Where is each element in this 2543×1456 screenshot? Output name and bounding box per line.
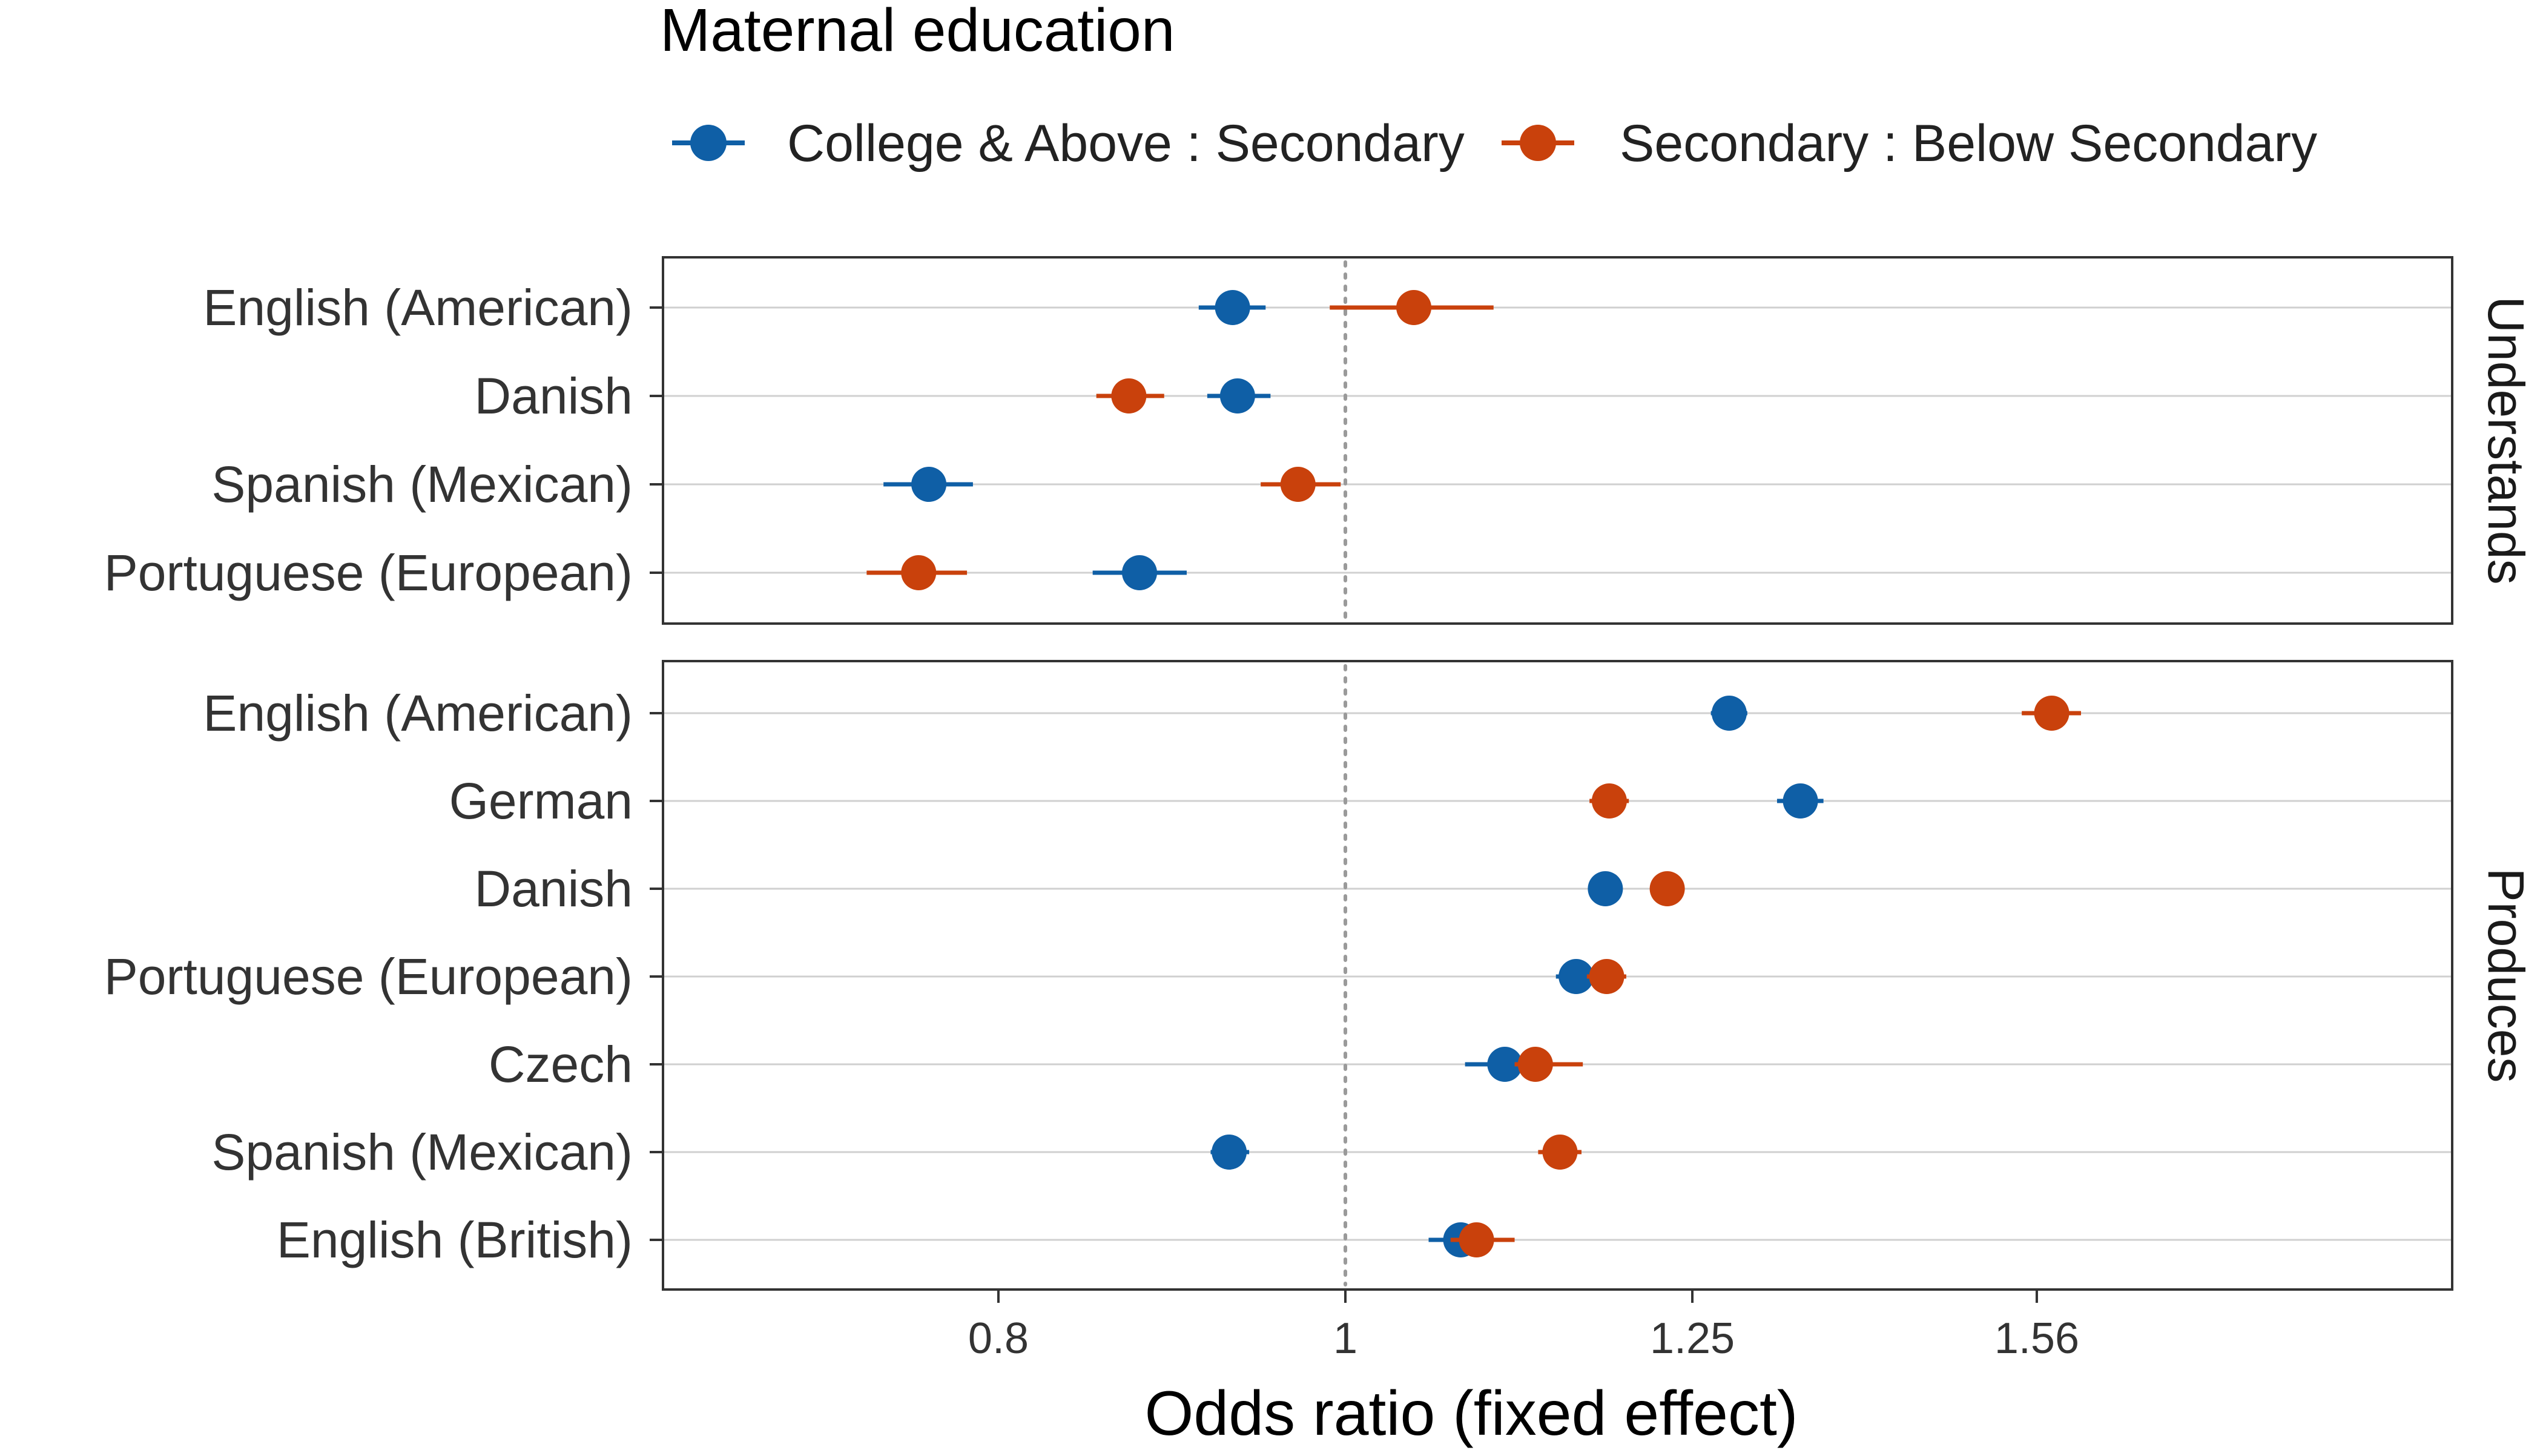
data-point: [1649, 871, 1685, 906]
y-tick-label: Portuguese (European): [104, 544, 633, 601]
data-point: [1711, 696, 1747, 731]
data-point: [1487, 1047, 1523, 1082]
data-point: [1212, 1135, 1247, 1170]
panel-frame: [662, 256, 2453, 625]
x-axis: 0.8 1 1.25 1.56: [968, 1290, 2079, 1363]
y-tick-label: Danish: [475, 860, 633, 917]
legend-label: College & Above : Secondary: [787, 114, 1465, 173]
data-point: [1111, 378, 1147, 413]
data-point: [1280, 467, 1316, 502]
row-1: English (American): [203, 279, 1494, 336]
data-point: [1459, 1222, 1494, 1257]
data-point: [911, 467, 947, 502]
x-tick-label: 1.56: [1994, 1314, 2079, 1363]
y-tick-label: Czech: [489, 1036, 633, 1093]
row-3: Spanish (Mexican): [211, 456, 1341, 513]
legend-item-1: College & Above : Secondary: [672, 114, 1465, 173]
y-tick-label: English (American): [203, 279, 633, 336]
y-tick-label: Spanish (Mexican): [211, 456, 633, 513]
legend-item-2: Secondary : Below Secondary: [1502, 114, 2317, 173]
x-tick-label: 0.8: [968, 1314, 1029, 1363]
row-6: Spanish (Mexican): [211, 1124, 1582, 1181]
row-2: Danish: [475, 367, 1271, 424]
strip-label: Produces: [2478, 868, 2535, 1083]
panel-frame: [662, 660, 2453, 1291]
data-point: [1591, 783, 1627, 819]
data-point: [1542, 1135, 1578, 1170]
y-tick-label: English (American): [203, 685, 633, 742]
y-tick-label: English (British): [277, 1211, 633, 1268]
row-4: Portuguese (European): [104, 544, 1187, 601]
data-point: [1517, 1047, 1553, 1082]
data-point: [1396, 290, 1432, 325]
x-tick-label: 1.25: [1650, 1314, 1735, 1363]
data-point: [2034, 696, 2070, 731]
y-tick-label: German: [449, 772, 633, 829]
data-point: [1215, 290, 1250, 325]
panel-understands: English (American) Danish Spanish (Mexican…: [104, 256, 2535, 625]
row-4: Portuguese (European): [104, 948, 1626, 1005]
x-tick-label: 1: [1333, 1314, 1357, 1363]
legend-label: Secondary : Below Secondary: [1620, 114, 2317, 173]
x-axis-title: Odds ratio (fixed effect): [1145, 1379, 1798, 1449]
row-5: Czech: [489, 1036, 1583, 1093]
data-point: [1588, 871, 1623, 906]
strip-label: Understands: [2478, 296, 2535, 584]
panel-produces: English (American) German Danish Portuguese…: [104, 660, 2535, 1291]
row-3: Danish: [475, 860, 1685, 917]
legend-title: Maternal education: [660, 0, 1175, 64]
legend: Maternal education College & Above : Sec…: [660, 0, 2317, 173]
data-point: [1589, 959, 1624, 994]
data-point: [901, 555, 937, 590]
y-tick-label: Danish: [475, 367, 633, 424]
row-2: German: [449, 772, 1824, 829]
y-tick-label: Spanish (Mexican): [211, 1124, 633, 1181]
data-point: [1558, 959, 1594, 994]
data-point: [1219, 378, 1255, 413]
row-1: English (American): [203, 685, 2081, 742]
data-point: [1783, 783, 1818, 819]
legend-key-point: [1520, 125, 1556, 161]
row-7: English (British): [277, 1211, 1515, 1268]
data-point: [1122, 555, 1158, 590]
legend-key-point: [690, 125, 727, 161]
y-tick-label: Portuguese (European): [104, 948, 633, 1005]
